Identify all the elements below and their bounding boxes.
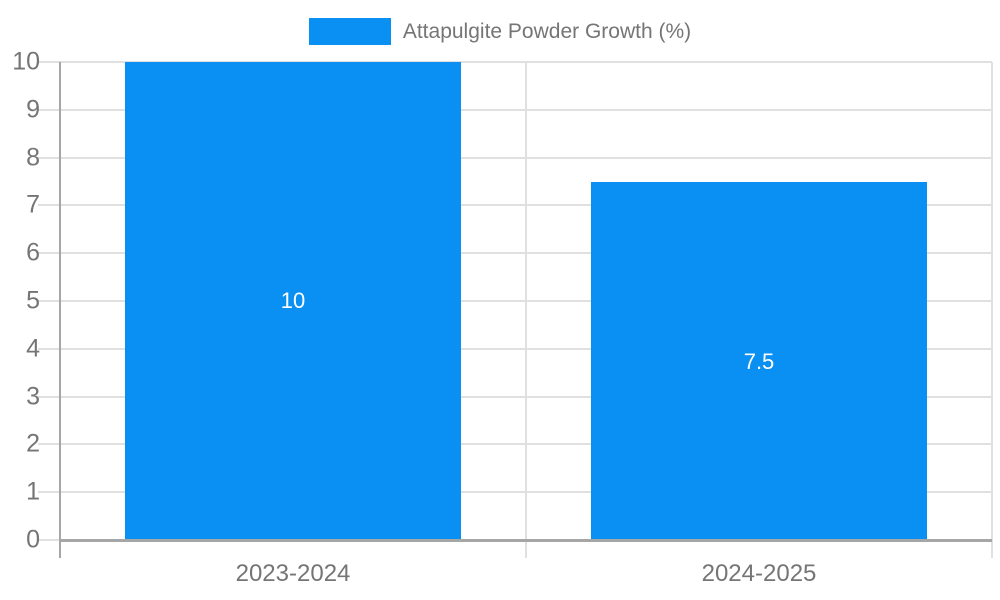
y-axis-tick-label: 9 [26, 95, 40, 124]
y-axis-tick-label: 3 [26, 382, 40, 411]
x-gridline [525, 62, 527, 558]
legend: Attapulgite Powder Growth (%) [0, 18, 1000, 45]
y-axis-tick-label: 4 [26, 334, 40, 363]
y-gridline [38, 443, 992, 445]
y-gridline [38, 252, 992, 254]
x-axis-tick-label: 2023-2024 [235, 560, 351, 587]
y-gridline [38, 396, 992, 398]
y-gridline [38, 491, 992, 493]
legend-swatch-icon [308, 18, 391, 45]
y-axis-tick-label: 6 [26, 238, 40, 267]
y-axis-tick-label: 8 [26, 143, 40, 172]
y-axis-tick-label: 2 [26, 429, 40, 458]
y-gridline [38, 109, 992, 111]
x-axis-tick-label: 2024-2025 [701, 560, 817, 587]
bar-value-label: 7.5 [743, 348, 775, 374]
bar-2023-2024[interactable]: 10 [125, 62, 461, 540]
y-gridline [38, 157, 992, 159]
y-gridline [38, 61, 992, 63]
y-axis-tick-label: 7 [26, 190, 40, 219]
y-axis-tick-label: 5 [26, 286, 40, 315]
y-axis-line [59, 62, 61, 558]
y-gridline [38, 204, 992, 206]
bar-2024-2025[interactable]: 7.5 [591, 182, 927, 541]
y-axis-tick-label: 10 [12, 47, 40, 76]
y-axis-tick-label: 0 [26, 525, 40, 554]
y-axis-tick-label: 1 [26, 477, 40, 506]
y-gridline [38, 300, 992, 302]
legend-label: Attapulgite Powder Growth (%) [402, 20, 692, 43]
bar-value-label: 10 [280, 288, 306, 313]
legend-item[interactable]: Attapulgite Powder Growth (%) [308, 18, 692, 45]
y-gridline [38, 348, 992, 350]
x-gridline [991, 62, 993, 558]
x-axis-line [60, 539, 992, 542]
